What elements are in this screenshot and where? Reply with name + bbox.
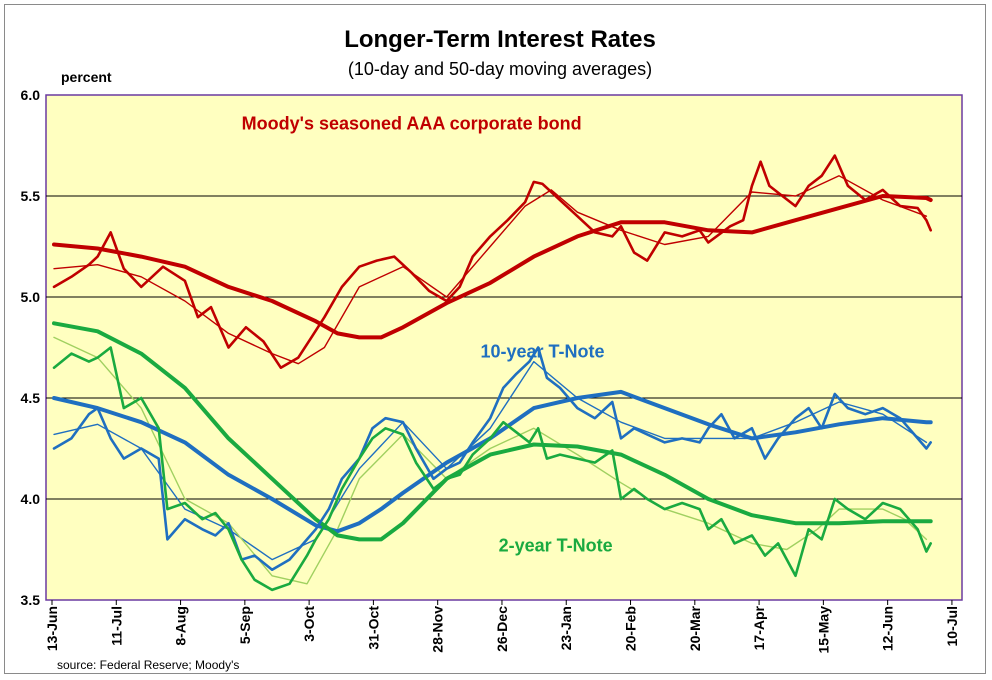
series-line-daily (52, 346, 933, 592)
y-tick-label: 6.0 (21, 87, 41, 103)
series-line-daily (52, 154, 933, 370)
x-tick-label: 3-Oct (301, 606, 317, 642)
x-tick-label: 12-Jun (880, 606, 896, 651)
x-tick-label: 5-Sep (237, 606, 253, 644)
series-line-50day (52, 194, 933, 340)
y-tick-label: 3.5 (21, 592, 41, 608)
x-tick-label: 28-Nov (430, 606, 446, 653)
x-tick-label: 26-Dec (494, 606, 510, 652)
series-label: 2-year T-Note (499, 536, 613, 556)
x-tick-label: 11-Jul (108, 606, 124, 646)
y-tick-label: 5.5 (21, 188, 41, 204)
chart-frame: Longer-Term Interest Rates (10-day and 5… (4, 4, 986, 674)
y-tick-label: 5.0 (21, 289, 41, 305)
y-tick-label: 4.0 (21, 491, 41, 507)
x-tick-label: 23-Jan (558, 606, 574, 650)
x-tick-label: 17-Apr (751, 605, 767, 650)
series-line-10day (53, 175, 928, 365)
series-label: 10-year T-Note (481, 342, 605, 362)
x-tick-label: 10-Jul (944, 606, 960, 646)
y-tick-label: 4.5 (21, 390, 41, 406)
source-note: source: Federal Reserve; Moody's (57, 658, 239, 672)
series-line-daily (52, 346, 933, 572)
x-tick-label: 13-Jun (44, 606, 60, 651)
chart-svg: Longer-Term Interest Rates (10-day and 5… (21, 26, 963, 672)
y-axis-unit-label: percent (61, 69, 112, 85)
series-line-50day (52, 321, 933, 542)
chart-title: Longer-Term Interest Rates (344, 26, 656, 53)
x-tick-label: 20-Feb (623, 606, 639, 651)
x-tick-label: 8-Aug (173, 606, 189, 646)
plot-area: 3.5 4.0 4.5 5.0 5.5 6.0 13-Jun 11-Jul 8-Aug 5-Sep… (21, 87, 963, 654)
series-label: Moody's seasoned AAA corporate bond (242, 113, 582, 133)
x-tick-label: 31-Oct (365, 606, 381, 650)
x-tick-label: 15-May (815, 606, 831, 654)
x-tick-label: 20-Mar (687, 605, 703, 651)
chart-subtitle: (10-day and 50-day moving averages) (348, 59, 652, 79)
